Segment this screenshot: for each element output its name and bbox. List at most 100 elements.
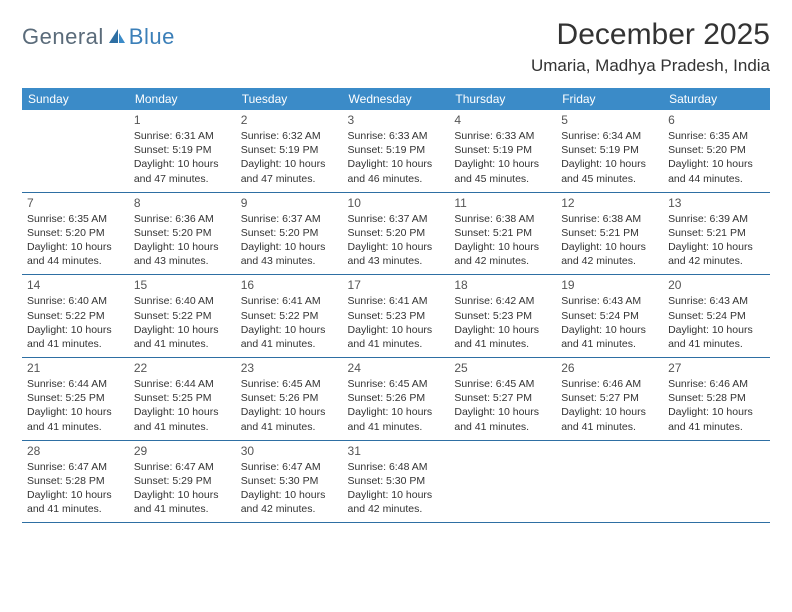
daylight-text: Daylight: 10 hours and 44 minutes. bbox=[27, 240, 124, 268]
weekday-header: Monday bbox=[129, 88, 236, 110]
calendar-day-cell: 10Sunrise: 6:37 AMSunset: 5:20 PMDayligh… bbox=[343, 192, 450, 275]
daylight-text: Daylight: 10 hours and 45 minutes. bbox=[561, 157, 658, 185]
daylight-text: Daylight: 10 hours and 47 minutes. bbox=[241, 157, 338, 185]
sunrise-text: Sunrise: 6:46 AM bbox=[668, 377, 765, 391]
day-info: Sunrise: 6:48 AMSunset: 5:30 PMDaylight:… bbox=[348, 460, 445, 517]
calendar-day-cell bbox=[449, 440, 556, 523]
daylight-text: Daylight: 10 hours and 41 minutes. bbox=[668, 405, 765, 433]
calendar-day-cell: 28 Sunrise: 6:47 AMSunset: 5:28 PMDayligh… bbox=[22, 440, 129, 523]
sunset-text: Sunset: 5:19 PM bbox=[348, 143, 445, 157]
sunrise-text: Sunrise: 6:48 AM bbox=[348, 460, 445, 474]
day-info: Sunrise: 6:47 AMSunset: 5:28 PMDaylight:… bbox=[27, 460, 124, 517]
calendar-day-cell: 16Sunrise: 6:41 AMSunset: 5:22 PMDayligh… bbox=[236, 275, 343, 358]
sunrise-text: Sunrise: 6:35 AM bbox=[668, 129, 765, 143]
calendar-day-cell: 24 Sunrise: 6:45 AMSunset: 5:26 PMDayligh… bbox=[343, 358, 450, 441]
sunrise-text: Sunrise: 6:33 AM bbox=[454, 129, 551, 143]
calendar-week-row: 7Sunrise: 6:35 AMSunset: 5:20 PMDaylight… bbox=[22, 192, 770, 275]
day-info: Sunrise: 6:43 AMSunset: 5:24 PMDaylight:… bbox=[668, 294, 765, 351]
calendar-day-cell: 19 Sunrise: 6:43 AMSunset: 5:24 PMDayligh… bbox=[556, 275, 663, 358]
day-number: 13 bbox=[668, 196, 765, 210]
calendar-week-row: 21Sunrise: 6:44 AMSunset: 5:25 PMDayligh… bbox=[22, 358, 770, 441]
day-info: Sunrise: 6:31 AMSunset: 5:19 PMDaylight:… bbox=[134, 129, 231, 186]
sunrise-text: Sunrise: 6:45 AM bbox=[454, 377, 551, 391]
daylight-text: Daylight: 10 hours and 44 minutes. bbox=[668, 157, 765, 185]
daylight-text: Daylight: 10 hours and 41 minutes. bbox=[134, 405, 231, 433]
day-info: Sunrise: 6:43 AMSunset: 5:24 PMDaylight:… bbox=[561, 294, 658, 351]
calendar-day-cell: 17Sunrise: 6:41 AMSunset: 5:23 PMDayligh… bbox=[343, 275, 450, 358]
day-info: Sunrise: 6:36 AMSunset: 5:20 PMDaylight:… bbox=[134, 212, 231, 269]
sunset-text: Sunset: 5:22 PM bbox=[241, 309, 338, 323]
daylight-text: Daylight: 10 hours and 41 minutes. bbox=[454, 405, 551, 433]
sunset-text: Sunset: 5:26 PM bbox=[348, 391, 445, 405]
day-number: 11 bbox=[454, 196, 551, 210]
day-number: 17 bbox=[348, 278, 445, 292]
daylight-text: Daylight: 10 hours and 41 minutes. bbox=[454, 323, 551, 351]
daylight-text: Daylight: 10 hours and 41 minutes. bbox=[134, 323, 231, 351]
daylight-text: Daylight: 10 hours and 41 minutes. bbox=[27, 488, 124, 516]
sunrise-text: Sunrise: 6:38 AM bbox=[561, 212, 658, 226]
day-info: Sunrise: 6:47 AMSunset: 5:30 PMDaylight:… bbox=[241, 460, 338, 517]
day-info: Sunrise: 6:40 AMSunset: 5:22 PMDaylight:… bbox=[134, 294, 231, 351]
sunset-text: Sunset: 5:24 PM bbox=[668, 309, 765, 323]
weekday-header: Sunday bbox=[22, 88, 129, 110]
day-number: 24 bbox=[348, 361, 445, 375]
sunset-text: Sunset: 5:27 PM bbox=[454, 391, 551, 405]
weekday-header: Friday bbox=[556, 88, 663, 110]
sunset-text: Sunset: 5:20 PM bbox=[348, 226, 445, 240]
day-info: Sunrise: 6:46 AMSunset: 5:27 PMDaylight:… bbox=[561, 377, 658, 434]
day-number: 12 bbox=[561, 196, 658, 210]
day-info: Sunrise: 6:33 AMSunset: 5:19 PMDaylight:… bbox=[454, 129, 551, 186]
sunrise-text: Sunrise: 6:45 AM bbox=[241, 377, 338, 391]
day-info: Sunrise: 6:35 AMSunset: 5:20 PMDaylight:… bbox=[668, 129, 765, 186]
sunset-text: Sunset: 5:24 PM bbox=[561, 309, 658, 323]
day-info: Sunrise: 6:46 AMSunset: 5:28 PMDaylight:… bbox=[668, 377, 765, 434]
calendar-week-row: 14Sunrise: 6:40 AMSunset: 5:22 PMDayligh… bbox=[22, 275, 770, 358]
sunrise-text: Sunrise: 6:36 AM bbox=[134, 212, 231, 226]
day-info: Sunrise: 6:45 AMSunset: 5:27 PMDaylight:… bbox=[454, 377, 551, 434]
calendar-day-cell: 4Sunrise: 6:33 AMSunset: 5:19 PMDaylight… bbox=[449, 110, 556, 192]
day-info: Sunrise: 6:33 AMSunset: 5:19 PMDaylight:… bbox=[348, 129, 445, 186]
sunrise-text: Sunrise: 6:47 AM bbox=[134, 460, 231, 474]
logo-text-blue: Blue bbox=[129, 24, 175, 50]
sunrise-text: Sunrise: 6:39 AM bbox=[668, 212, 765, 226]
daylight-text: Daylight: 10 hours and 41 minutes. bbox=[134, 488, 231, 516]
calendar-day-cell: 2Sunrise: 6:32 AMSunset: 5:19 PMDaylight… bbox=[236, 110, 343, 192]
daylight-text: Daylight: 10 hours and 41 minutes. bbox=[27, 405, 124, 433]
day-number: 30 bbox=[241, 444, 338, 458]
day-number: 25 bbox=[454, 361, 551, 375]
calendar-body: 1Sunrise: 6:31 AMSunset: 5:19 PMDaylight… bbox=[22, 110, 770, 523]
sunrise-text: Sunrise: 6:43 AM bbox=[561, 294, 658, 308]
day-info: Sunrise: 6:34 AMSunset: 5:19 PMDaylight:… bbox=[561, 129, 658, 186]
day-info: Sunrise: 6:45 AMSunset: 5:26 PMDaylight:… bbox=[348, 377, 445, 434]
daylight-text: Daylight: 10 hours and 43 minutes. bbox=[241, 240, 338, 268]
day-number: 23 bbox=[241, 361, 338, 375]
day-number: 19 bbox=[561, 278, 658, 292]
sunset-text: Sunset: 5:20 PM bbox=[27, 226, 124, 240]
sunrise-text: Sunrise: 6:40 AM bbox=[134, 294, 231, 308]
day-info: Sunrise: 6:32 AMSunset: 5:19 PMDaylight:… bbox=[241, 129, 338, 186]
sunrise-text: Sunrise: 6:37 AM bbox=[348, 212, 445, 226]
day-number: 10 bbox=[348, 196, 445, 210]
calendar-day-cell: 11Sunrise: 6:38 AMSunset: 5:21 PMDayligh… bbox=[449, 192, 556, 275]
calendar-day-cell: 31Sunrise: 6:48 AMSunset: 5:30 PMDayligh… bbox=[343, 440, 450, 523]
sunset-text: Sunset: 5:20 PM bbox=[241, 226, 338, 240]
sunset-text: Sunset: 5:25 PM bbox=[27, 391, 124, 405]
sunrise-text: Sunrise: 6:47 AM bbox=[241, 460, 338, 474]
calendar-week-row: 28 Sunrise: 6:47 AMSunset: 5:28 PMDayligh… bbox=[22, 440, 770, 523]
calendar-day-cell: 26Sunrise: 6:46 AMSunset: 5:27 PMDayligh… bbox=[556, 358, 663, 441]
sunset-text: Sunset: 5:27 PM bbox=[561, 391, 658, 405]
calendar-day-cell: 7Sunrise: 6:35 AMSunset: 5:20 PMDaylight… bbox=[22, 192, 129, 275]
sunrise-text: Sunrise: 6:45 AM bbox=[348, 377, 445, 391]
sunrise-text: Sunrise: 6:41 AM bbox=[348, 294, 445, 308]
calendar-day-cell: 25 Sunrise: 6:45 AMSunset: 5:27 PMDayligh… bbox=[449, 358, 556, 441]
sunset-text: Sunset: 5:21 PM bbox=[668, 226, 765, 240]
daylight-text: Daylight: 10 hours and 46 minutes. bbox=[348, 157, 445, 185]
calendar-week-row: 1Sunrise: 6:31 AMSunset: 5:19 PMDaylight… bbox=[22, 110, 770, 192]
daylight-text: Daylight: 10 hours and 42 minutes. bbox=[348, 488, 445, 516]
day-number: 28 bbox=[27, 444, 124, 458]
calendar-day-cell: 8Sunrise: 6:36 AMSunset: 5:20 PMDaylight… bbox=[129, 192, 236, 275]
day-info: Sunrise: 6:35 AMSunset: 5:20 PMDaylight:… bbox=[27, 212, 124, 269]
sunrise-text: Sunrise: 6:40 AM bbox=[27, 294, 124, 308]
day-number: 6 bbox=[668, 113, 765, 127]
daylight-text: Daylight: 10 hours and 41 minutes. bbox=[348, 323, 445, 351]
